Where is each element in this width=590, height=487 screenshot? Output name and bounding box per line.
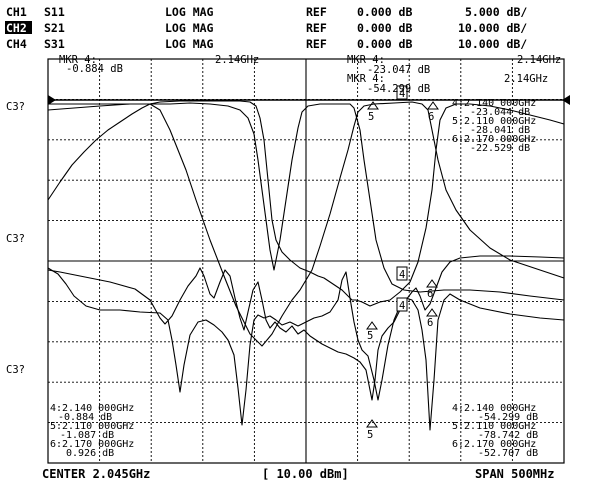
ch4-ref: 0.000 dB: [357, 37, 412, 51]
table-br-row-4: 6:2.170 000GHz: [452, 439, 536, 450]
channel-header: CH1 S11 LOG MAG REF 0.000 dB 5.000 dB/ C…: [5, 5, 527, 51]
reference-arrow-right-icon: [562, 95, 570, 105]
reference-level-line[interactable]: [48, 95, 570, 105]
marker-5-upper[interactable]: 5: [367, 101, 379, 123]
table-tr-row-2: 5:2.110 000GHz: [452, 116, 536, 127]
ch4-marker-freq: 2.14GHz: [504, 73, 548, 85]
ch4-ref-label: REF: [306, 37, 327, 51]
marker-6-middle[interactable]: 6: [426, 279, 438, 300]
marker-table-top-right: 4:2.140 000GHz -23.044 dB 5:2.110 000GHz…: [452, 98, 536, 154]
marker-5-middle-label: 5: [367, 330, 373, 342]
active-marker-readouts: MKR 4: 2.14GHz -0.884 dB MKR 4: 2.14GHz …: [59, 54, 561, 95]
ch1-marker-value: -0.884 dB: [66, 63, 123, 75]
marker-5-bottom-label: 5: [367, 429, 373, 441]
marker-6-middle-label: 6: [427, 288, 433, 300]
trace-s11: [47, 255, 565, 401]
table-bl-row-3: -1.087 dB: [60, 430, 114, 441]
graticule: [47, 58, 565, 464]
ch4-param: S31: [44, 37, 65, 51]
table-br-row-3: -78.742 dB: [478, 430, 538, 441]
table-tr-row-0: 4:2.140 000GHz: [452, 98, 536, 109]
marker-flags: 5 4 6 4 6 4 6 5: [366, 85, 439, 441]
table-br-row-2: 5:2.110 000GHz: [452, 421, 536, 432]
trace-s31: [47, 267, 565, 431]
table-bl-row-0: 4:2.140 000GHz: [50, 403, 134, 414]
table-br-row-0: 4:2.140 000GHz: [452, 403, 536, 414]
side-label-bottom: C3?: [6, 364, 25, 376]
ch4-format: LOG MAG: [165, 37, 214, 51]
ch1-format: LOG MAG: [165, 5, 214, 19]
ch2-marker-freq: 2.14GHz: [517, 54, 561, 66]
marker-5-upper-label: 5: [368, 111, 374, 123]
ch1-scale: 5.000 dB/: [465, 5, 527, 19]
ch1-marker-freq: 2.14GHz: [215, 54, 259, 66]
ch1-ref-label: REF: [306, 5, 327, 19]
table-bl-row-2: 5:2.110 000GHz: [50, 421, 134, 432]
ch2-format: LOG MAG: [165, 21, 214, 35]
table-br-row-5: -52.707 dB: [478, 448, 538, 459]
table-br-row-1: -54.299 dB: [478, 412, 538, 423]
ch1-marker-label: MKR 4:: [59, 54, 97, 66]
marker-5-bottom[interactable]: 5: [366, 419, 378, 441]
table-bl-row-5: 0.926 dB: [66, 448, 114, 459]
ch1-ref: 0.000 dB: [357, 5, 412, 19]
ch4-id[interactable]: CH4: [6, 37, 27, 51]
marker-6-upper[interactable]: 6: [427, 101, 439, 123]
ch4-scale: 10.000 dB/: [458, 37, 527, 51]
reference-arrow-left-icon: [48, 95, 56, 105]
ch2-marker-label: MKR 4:: [347, 54, 385, 66]
traces: [47, 100, 565, 431]
ch4-marker-label: MKR 4:: [347, 73, 385, 85]
source-power[interactable]: [ 10.00 dBm]: [262, 467, 349, 481]
marker-table-bottom-right: 4:2.140 000GHz -54.299 dB 5:2.110 000GHz…: [452, 403, 538, 459]
trace-passband-low: [47, 101, 565, 347]
table-bl-row-1: -0.884 dB: [58, 412, 112, 423]
ch1-param: S11: [44, 5, 65, 19]
ch2-id[interactable]: CH2: [6, 21, 27, 35]
ch2-scale: 10.000 dB/: [458, 21, 527, 35]
table-tr-row-5: -22.529 dB: [470, 143, 530, 154]
side-label-middle: C3?: [6, 233, 25, 245]
table-tr-row-3: -28.041 dB: [470, 125, 530, 136]
marker-table-bottom-left: 4:2.140 000GHz -0.884 dB 5:2.110 000GHz …: [50, 403, 134, 459]
marker-4-middle[interactable]: 4: [396, 266, 408, 281]
center-frequency[interactable]: CENTER 2.045GHz: [42, 467, 150, 481]
marker-6-upper-label: 6: [428, 111, 434, 123]
marker-4-lower[interactable]: 4: [396, 297, 408, 312]
table-tr-row-1: -23.044 dB: [470, 107, 530, 118]
table-bl-row-4: 6:2.170 000GHz: [50, 439, 134, 450]
marker-4-lower-label: 4: [399, 300, 405, 312]
marker-4-middle-label: 4: [399, 269, 405, 281]
marker-6-lower[interactable]: 6: [426, 308, 438, 329]
marker-6-lower-label: 6: [427, 317, 433, 329]
frequency-span[interactable]: SPAN 500MHz: [475, 467, 554, 481]
footer-bar: CENTER 2.045GHz [ 10.00 dBm] SPAN 500MHz: [42, 467, 554, 481]
marker-4-upper[interactable]: 4: [396, 85, 408, 100]
trace-passband-high: [48, 102, 565, 301]
side-label-top: C3?: [6, 101, 25, 113]
ch1-id[interactable]: CH1: [6, 5, 27, 19]
ch2-active-highlight: [5, 21, 32, 34]
ch2-param: S21: [44, 21, 65, 35]
marker-4-upper-label: 4: [399, 88, 405, 100]
ch4-marker-value: -54.299 dB: [367, 83, 430, 95]
table-tr-row-4: 6:2.170 000GHz: [452, 134, 536, 145]
ch2-ref-label: REF: [306, 21, 327, 35]
trace-s21: [47, 100, 565, 307]
ch2-marker-value: -23.047 dB: [367, 64, 430, 76]
ch2-ref: 0.000 dB: [357, 21, 412, 35]
marker-5-middle[interactable]: 5: [366, 321, 378, 342]
